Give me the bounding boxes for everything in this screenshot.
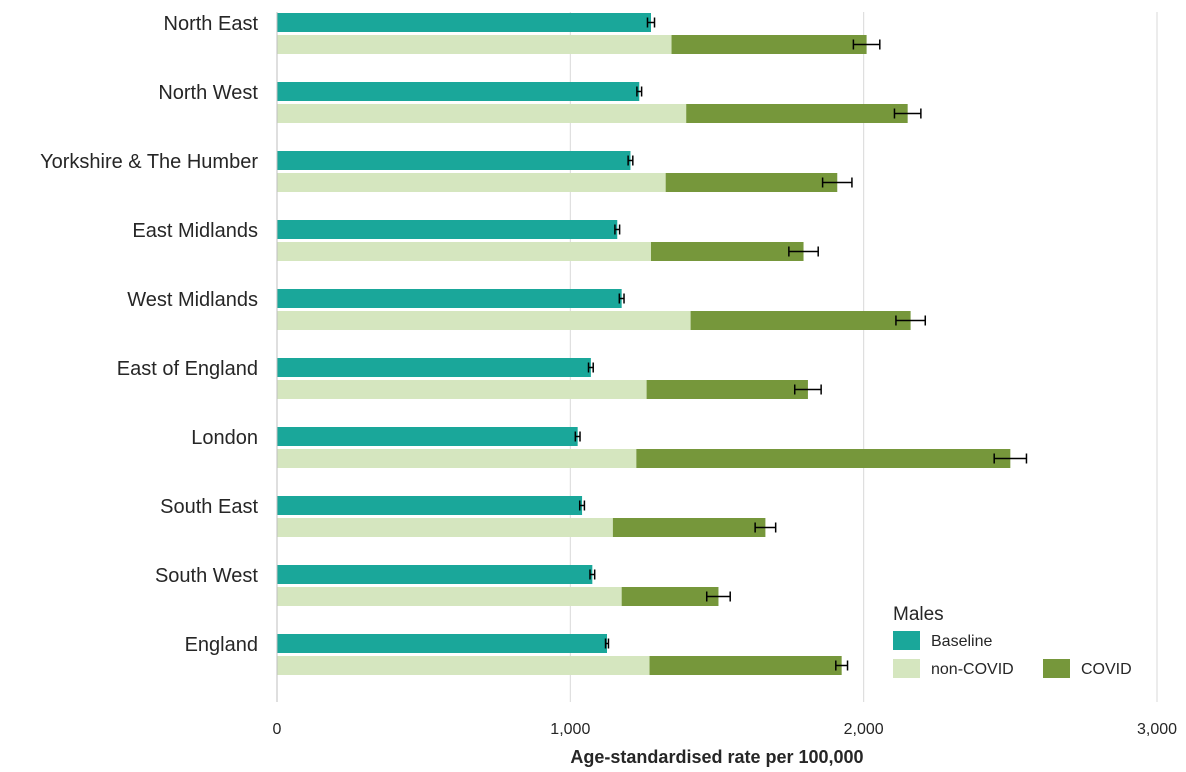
- legend-label-baseline: Baseline: [931, 633, 992, 650]
- legend-title: Males: [893, 604, 944, 625]
- legend: Males Baseline non-COVID COVID: [893, 604, 1132, 678]
- error-bar-baseline-west-midlands: [618, 293, 625, 304]
- x-tick-label: 1,000: [550, 721, 590, 738]
- category-label-west-midlands: West Midlands: [127, 289, 258, 311]
- error-bar-baseline-yorkshire-and-the-humber: [627, 155, 634, 166]
- error-bar-covid-london: [993, 453, 1028, 464]
- error-bar-covid-east-midlands: [788, 246, 819, 257]
- legend-label-covid: COVID: [1081, 661, 1132, 678]
- bar-baseline-south-west: [277, 565, 593, 584]
- bar-covid-yorkshire-and-the-humber: [665, 173, 838, 192]
- bar-non-covid-south-east: [277, 518, 613, 537]
- bar-baseline-england: [277, 634, 607, 653]
- bar-non-covid-south-west: [277, 587, 622, 606]
- x-tick-label: 0: [273, 721, 282, 738]
- error-bar-baseline-east-midlands: [614, 224, 621, 235]
- category-label-east-midlands: East Midlands: [132, 220, 258, 242]
- error-bar-covid-south-east: [754, 522, 777, 533]
- bars: [277, 13, 1011, 675]
- bar-non-covid-north-east: [277, 35, 672, 54]
- error-bar-baseline-london: [574, 431, 581, 442]
- bar-covid-west-midlands: [690, 311, 911, 330]
- legend-label-non-covid: non-COVID: [931, 661, 1014, 678]
- error-bar-covid-england: [835, 660, 849, 671]
- bar-non-covid-west-midlands: [277, 311, 691, 330]
- bar-covid-north-east: [671, 35, 867, 54]
- bar-baseline-london: [277, 427, 578, 446]
- bar-covid-south-east: [612, 518, 766, 537]
- legend-swatch-covid: [1043, 659, 1070, 678]
- legend-swatch-baseline: [893, 631, 920, 650]
- category-label-london: London: [191, 427, 258, 449]
- error-bar-covid-east-of-england: [793, 384, 822, 395]
- error-bar-covid-north-west: [893, 108, 922, 119]
- bar-baseline-north-east: [277, 13, 651, 32]
- error-bar-covid-west-midlands: [895, 315, 927, 326]
- bar-non-covid-east-midlands: [277, 242, 651, 261]
- legend-swatch-non-covid: [893, 659, 920, 678]
- error-bar-baseline-north-west: [636, 86, 643, 97]
- bar-non-covid-east-of-england: [277, 380, 647, 399]
- error-bar-baseline-england: [604, 638, 610, 649]
- error-bar-covid-yorkshire-and-the-humber: [821, 177, 853, 188]
- bar-covid-east-midlands: [651, 242, 804, 261]
- category-label-south-east: South East: [160, 496, 258, 518]
- bar-non-covid-yorkshire-and-the-humber: [277, 173, 666, 192]
- bar-baseline-west-midlands: [277, 289, 622, 308]
- error-bar-baseline-east-of-england: [587, 362, 594, 373]
- category-label-yorkshire-and-the-humber: Yorkshire & The Humber: [40, 151, 258, 173]
- x-tick-label: 3,000: [1137, 721, 1177, 738]
- bar-baseline-north-west: [277, 82, 640, 101]
- category-label-north-east: North East: [164, 13, 259, 35]
- bar-covid-north-west: [686, 104, 908, 123]
- bar-covid-england: [649, 656, 842, 675]
- bar-non-covid-north-west: [277, 104, 687, 123]
- x-tick-labels: 0 1,000 2,000 3,000: [273, 721, 1178, 738]
- category-label-east-of-england: East of England: [117, 358, 258, 380]
- error-bars: [574, 17, 1028, 671]
- bar-covid-south-west: [621, 587, 719, 606]
- error-bar-baseline-south-east: [578, 500, 586, 511]
- bar-covid-east-of-england: [646, 380, 808, 399]
- category-label-south-west: South West: [155, 565, 258, 587]
- bar-baseline-south-east: [277, 496, 583, 515]
- bar-non-covid-england: [277, 656, 650, 675]
- bar-baseline-east-midlands: [277, 220, 618, 239]
- category-label-england: England: [185, 634, 258, 656]
- bar-covid-london: [636, 449, 1011, 468]
- bar-non-covid-london: [277, 449, 637, 468]
- error-bar-covid-south-west: [705, 591, 731, 602]
- category-label-north-west: North West: [158, 82, 258, 104]
- x-axis-title: Age-standardised rate per 100,000: [570, 747, 863, 767]
- error-bar-baseline-south-west: [589, 569, 596, 580]
- x-tick-label: 2,000: [844, 721, 884, 738]
- error-bar-covid-north-east: [852, 39, 881, 50]
- error-bar-baseline-north-east: [646, 17, 656, 28]
- bar-baseline-yorkshire-and-the-humber: [277, 151, 631, 170]
- category-labels: North East North West Yorkshire & The Humb…: [40, 13, 258, 656]
- bar-baseline-east-of-england: [277, 358, 591, 377]
